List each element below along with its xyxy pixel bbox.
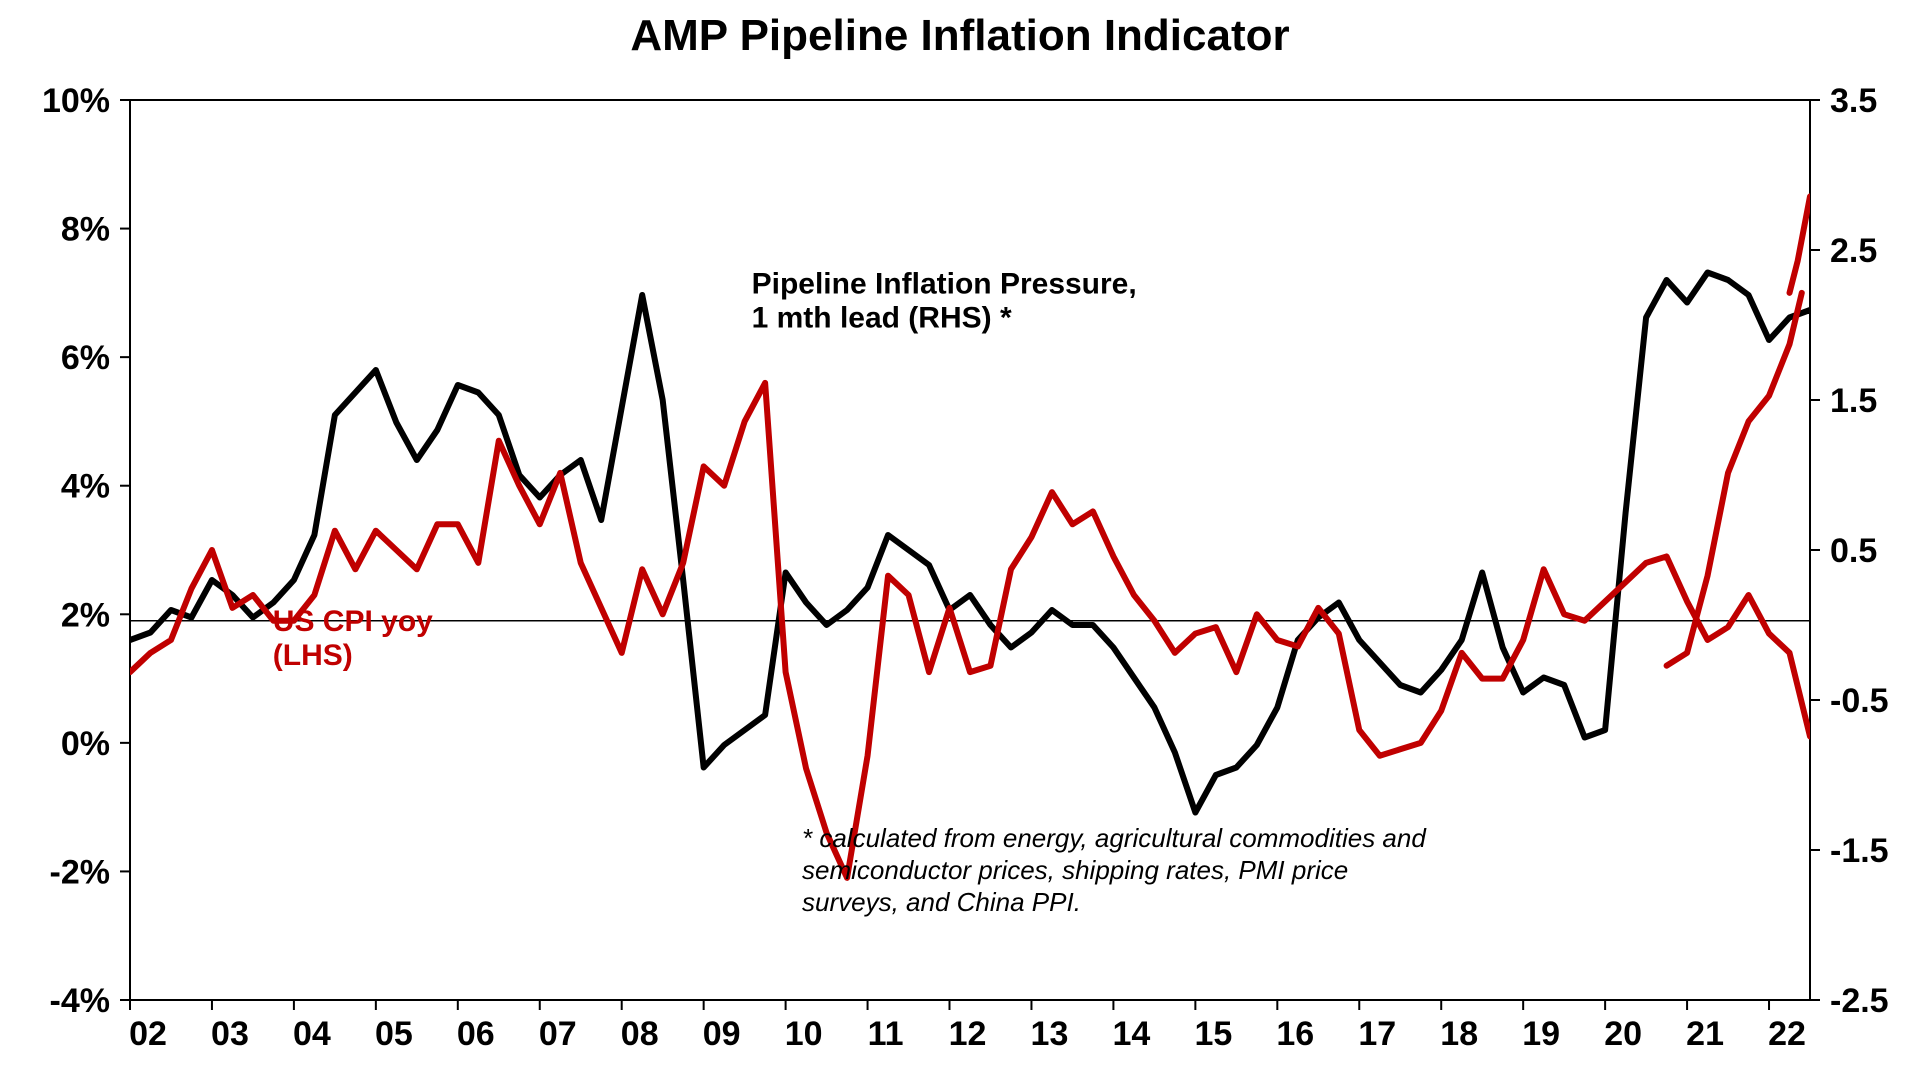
y-left-tick-label: 6%: [61, 339, 110, 377]
annotation-footnote: semiconductor prices, shipping rates, PM…: [802, 855, 1348, 885]
chart-container: AMP Pipeline Inflation Indicator -4% -2% 0%…: [0, 0, 1920, 1073]
y-right-tick-label: 0.5: [1830, 532, 1877, 570]
x-tick-label: 12: [949, 1015, 987, 1053]
x-tick-label: 06: [457, 1015, 495, 1053]
x-tick-label: 09: [703, 1015, 741, 1053]
annotation-cpi: US CPI yoy: [273, 605, 433, 638]
annotation-footnote: surveys, and China PPI.: [802, 887, 1081, 917]
x-tick-label: 15: [1194, 1015, 1232, 1053]
y-left-tick-label: 4%: [61, 468, 110, 506]
x-tick-label: 05: [375, 1015, 413, 1053]
x-tick-label: 17: [1358, 1015, 1396, 1053]
chart-svg: AMP Pipeline Inflation Indicator -4% -2% 0%…: [0, 0, 1920, 1073]
annotation-pipeline: Pipeline Inflation Pressure,: [752, 268, 1137, 301]
annotation-cpi: (LHS): [273, 639, 353, 672]
x-tick-label: 18: [1440, 1015, 1478, 1053]
y-left-tick-label: 10%: [42, 82, 110, 120]
chart-title: AMP Pipeline Inflation Indicator: [630, 11, 1289, 60]
y-right-tick-label: 2.5: [1830, 232, 1877, 270]
y-right-tick-label: -1.5: [1830, 832, 1889, 870]
y-left-tick-label: 8%: [61, 211, 110, 249]
x-tick-label: 13: [1031, 1015, 1069, 1053]
x-tick-label: 22: [1768, 1015, 1806, 1053]
annotation-footnote: * calculated from energy, agricultural c…: [802, 823, 1427, 853]
x-tick-label: 14: [1113, 1015, 1151, 1053]
x-tick-label: 19: [1522, 1015, 1560, 1053]
x-tick-label: 07: [539, 1015, 577, 1053]
y-left-tick-label: 0%: [61, 725, 110, 763]
x-tick-label: 21: [1686, 1015, 1724, 1053]
x-tick-label: 20: [1604, 1015, 1642, 1053]
x-tick-label: 10: [785, 1015, 823, 1053]
y-right-tick-label: -0.5: [1830, 682, 1889, 720]
y-right-tick-label: 3.5: [1830, 82, 1877, 120]
y-left-tick-label: 2%: [61, 596, 110, 634]
x-tick-label: 08: [621, 1015, 659, 1053]
annotation-pipeline: 1 mth lead (RHS) *: [752, 302, 1012, 335]
x-tick-label: 16: [1276, 1015, 1314, 1053]
y-left-tick-label: -2%: [50, 853, 110, 891]
x-tick-label: 02: [129, 1015, 167, 1053]
x-tick-label: 03: [211, 1015, 249, 1053]
y-right-tick-label: 1.5: [1830, 382, 1877, 420]
y-right-tick-label: -2.5: [1830, 982, 1889, 1020]
y-left-tick-label: -4%: [50, 982, 110, 1020]
x-tick-label: 11: [868, 1015, 904, 1053]
x-tick-label: 04: [293, 1015, 331, 1053]
